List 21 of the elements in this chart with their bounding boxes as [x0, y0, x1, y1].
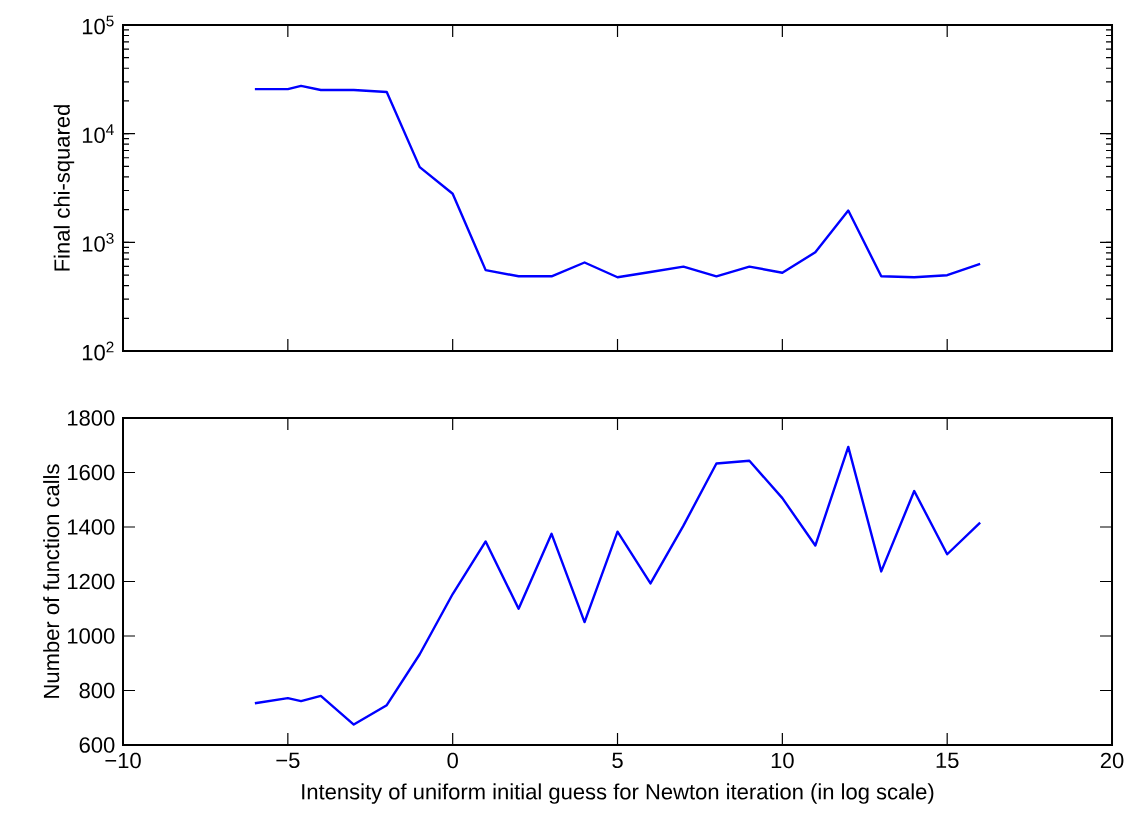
y-tick-label: 800 — [79, 682, 115, 699]
y-tick-label: 1000 — [68, 628, 115, 644]
y-tick-label: 10$^{3}$ — [82, 232, 114, 252]
y-tick-label: 1600 — [68, 464, 115, 481]
x-axis-title: Intensity of uniform initial guess for Newton iteration (in log scale) — [302, 783, 934, 804]
y-axis-title: Number of function calls — [43, 464, 60, 698]
x-tick-label: 15 — [936, 752, 959, 769]
y-tick-label: 1400 — [68, 519, 115, 535]
y-tick-label: 600 — [79, 737, 115, 753]
y-tick-label: 1200 — [68, 573, 115, 590]
y-tick-label: 10$^{4}$ — [82, 124, 114, 144]
y-tick-label: 1800 — [68, 410, 115, 426]
x-tick-label: 0 — [447, 752, 458, 769]
y-axis-title: Final chi-squared — [53, 105, 75, 271]
x-tick-label: 20 — [1100, 752, 1124, 769]
y-tick-label: 10$^{2}$ — [82, 341, 114, 361]
y-tick-label: 10$^{5}$ — [82, 15, 114, 35]
x-tick-label: −10 — [105, 752, 141, 769]
x-tick-label: 10 — [771, 752, 794, 769]
x-tick-label: −5 — [276, 752, 300, 769]
x-tick-label: 5 — [612, 752, 623, 769]
